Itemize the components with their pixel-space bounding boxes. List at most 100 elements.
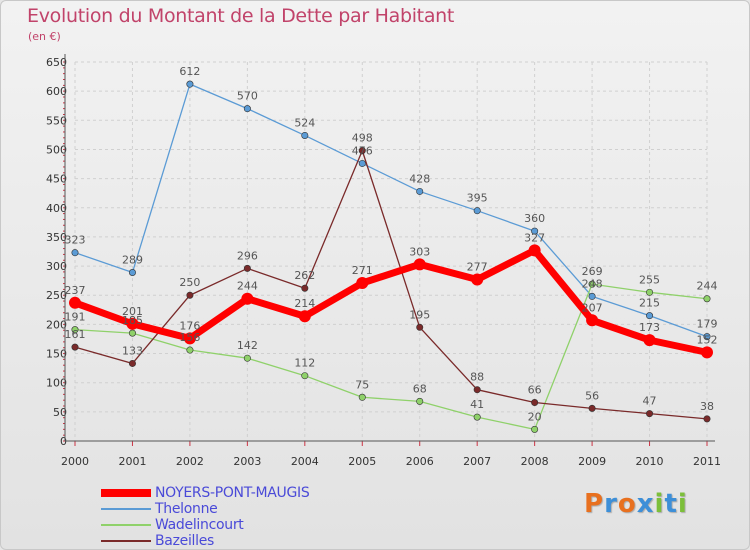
data-label-thelonne: 524 [294, 116, 315, 129]
data-point-wadelincourt [531, 425, 539, 433]
data-point-bazeilles [243, 264, 251, 272]
data-point-bazeilles [128, 359, 136, 367]
y-tick-label: 400 [46, 202, 67, 215]
y-tick-label: 100 [46, 377, 67, 390]
y-tick-label: 250 [46, 289, 67, 302]
data-label-wadelincourt: 75 [355, 378, 369, 391]
data-point-thelonne [588, 292, 596, 300]
data-point-bazeilles [531, 399, 539, 407]
data-label-wadelincourt: 68 [413, 382, 427, 395]
data-point-thelonne [531, 227, 539, 235]
x-tick-label: 2008 [521, 455, 549, 468]
x-tick-label: 2001 [118, 455, 146, 468]
data-point-bazeilles [301, 284, 309, 292]
data-point-wadelincourt [588, 280, 596, 288]
data-point-wadelincourt [473, 413, 481, 421]
data-label-noyers-pont-maugis: 271 [352, 264, 373, 277]
data-point-thelonne [416, 187, 424, 195]
data-label-bazeilles: 56 [585, 389, 599, 402]
data-point-wadelincourt [301, 372, 309, 380]
data-label-noyers-pont-maugis: 152 [697, 333, 718, 346]
data-point-noyers-pont-maugis [471, 273, 484, 286]
data-label-bazeilles: 38 [700, 400, 714, 413]
data-label-noyers-pont-maugis: 327 [524, 231, 545, 244]
data-point-bazeilles [358, 147, 366, 155]
data-point-bazeilles [703, 415, 711, 423]
data-label-wadelincourt: 191 [65, 311, 86, 324]
y-tick-label: 450 [46, 173, 67, 186]
data-point-wadelincourt [416, 397, 424, 405]
x-tick-label: 2011 [693, 455, 721, 468]
y-tick-label: 300 [46, 260, 67, 273]
data-label-wadelincourt: 142 [237, 339, 258, 352]
data-point-noyers-pont-maugis [298, 310, 311, 323]
data-label-thelonne: 612 [179, 65, 200, 78]
legend-swatch [101, 524, 151, 526]
data-point-thelonne [703, 333, 711, 341]
data-label-noyers-pont-maugis: 214 [294, 297, 315, 310]
data-point-thelonne [646, 312, 654, 320]
data-label-thelonne: 360 [524, 212, 545, 225]
grid-lines [74, 61, 708, 442]
data-point-wadelincourt [358, 393, 366, 401]
data-label-thelonne: 476 [352, 144, 373, 157]
data-label-noyers-pont-maugis: 173 [639, 321, 660, 334]
data-label-thelonne: 179 [697, 318, 718, 331]
series-bazeilles [71, 147, 711, 423]
y-tick-label: 50 [53, 406, 67, 419]
data-label-thelonne: 428 [409, 172, 430, 185]
data-point-thelonne [186, 80, 194, 88]
series-line-noyers-pont-maugis [73, 246, 708, 356]
data-label-bazeilles: 66 [528, 384, 542, 397]
x-tick-label: 2000 [61, 455, 89, 468]
data-point-bazeilles [588, 404, 596, 412]
data-point-wadelincourt [646, 288, 654, 296]
legend-swatch [101, 540, 151, 542]
data-label-wadelincourt: 41 [470, 398, 484, 411]
legend-label: Bazeilles [155, 533, 215, 549]
x-tick-label: 2003 [233, 455, 261, 468]
data-point-noyers-pont-maugis [241, 292, 254, 305]
data-point-thelonne [128, 268, 136, 276]
data-point-thelonne [71, 249, 79, 257]
series-noyers-pont-maugis [69, 244, 713, 359]
data-label-bazeilles: 47 [643, 395, 657, 408]
data-label-thelonne: 570 [237, 90, 258, 103]
data-point-noyers-pont-maugis [413, 258, 426, 271]
data-point-wadelincourt [71, 326, 79, 334]
data-point-bazeilles [473, 386, 481, 394]
data-labels: 323 289 612 570 524 476 428 395 360 248 215 179 191 1… [65, 65, 718, 423]
data-label-noyers-pont-maugis: 277 [467, 260, 488, 273]
x-tick-label: 2006 [406, 455, 434, 468]
data-label-wadelincourt: 185 [122, 314, 143, 327]
data-point-noyers-pont-maugis [356, 276, 369, 289]
x-tick-label: 2009 [578, 455, 606, 468]
x-tick-label: 2010 [636, 455, 664, 468]
data-label-bazeilles: 195 [409, 308, 430, 321]
data-point-thelonne [243, 105, 251, 113]
data-label-wadelincourt: 269 [582, 265, 603, 278]
y-tick-label: 350 [46, 231, 67, 244]
data-label-noyers-pont-maugis: 201 [122, 305, 143, 318]
legend-swatch [101, 489, 151, 497]
series-wadelincourt [71, 280, 711, 433]
data-label-bazeilles: 296 [237, 249, 258, 262]
legend-label: NOYERS-PONT-MAUGIS [155, 485, 310, 501]
data-label-bazeilles: 133 [122, 344, 143, 357]
legend-swatch [101, 508, 151, 510]
data-label-bazeilles: 88 [470, 371, 484, 384]
data-point-thelonne [301, 131, 309, 139]
data-label-noyers-pont-maugis: 176 [179, 319, 200, 332]
data-point-noyers-pont-maugis [69, 296, 81, 309]
data-label-thelonne: 395 [467, 192, 488, 205]
data-point-bazeilles [71, 343, 79, 351]
data-label-thelonne: 215 [639, 297, 660, 310]
data-point-noyers-pont-maugis [183, 332, 196, 345]
proxiti-logo: Proxiti [584, 489, 688, 519]
data-point-wadelincourt [128, 329, 136, 337]
y-tick-label: 500 [46, 143, 67, 156]
data-label-noyers-pont-maugis: 244 [237, 280, 258, 293]
data-label-bazeilles: 250 [179, 276, 200, 289]
